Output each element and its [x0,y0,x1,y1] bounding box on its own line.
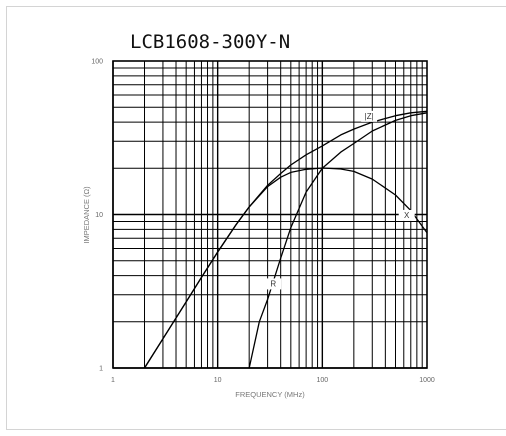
chart-title: LCB1608-300Y-N [130,31,290,53]
x-tick-label: 1000 [419,377,435,384]
y-axis-label: IMPEDANCE (Ω) [82,186,91,244]
series-line-x [143,167,428,369]
series-label-x: X [404,211,410,220]
series-line-r [248,112,428,369]
series-line-z [143,110,428,369]
series-label-bg-r [265,278,282,290]
tick-labels: 1 10 100 1000 1 10 100 [91,59,435,385]
series-label-r: R [270,279,276,288]
series-group: |Z| R X [143,110,428,369]
series-label-bg-z [361,110,378,122]
x-tick-label: 100 [316,377,328,384]
y-tick-label: 10 [95,212,103,219]
series-label-z: |Z| [365,112,374,121]
plot-border [112,60,428,369]
y-tick-label: 100 [91,59,103,66]
series-label-bg-x [398,209,415,221]
x-axis-label: FREQUENCY (MHz) [235,390,305,399]
x-tick-label: 10 [214,377,222,384]
grid [112,61,427,369]
x-tick-label: 1 [111,377,115,384]
y-tick-label: 1 [99,366,103,373]
